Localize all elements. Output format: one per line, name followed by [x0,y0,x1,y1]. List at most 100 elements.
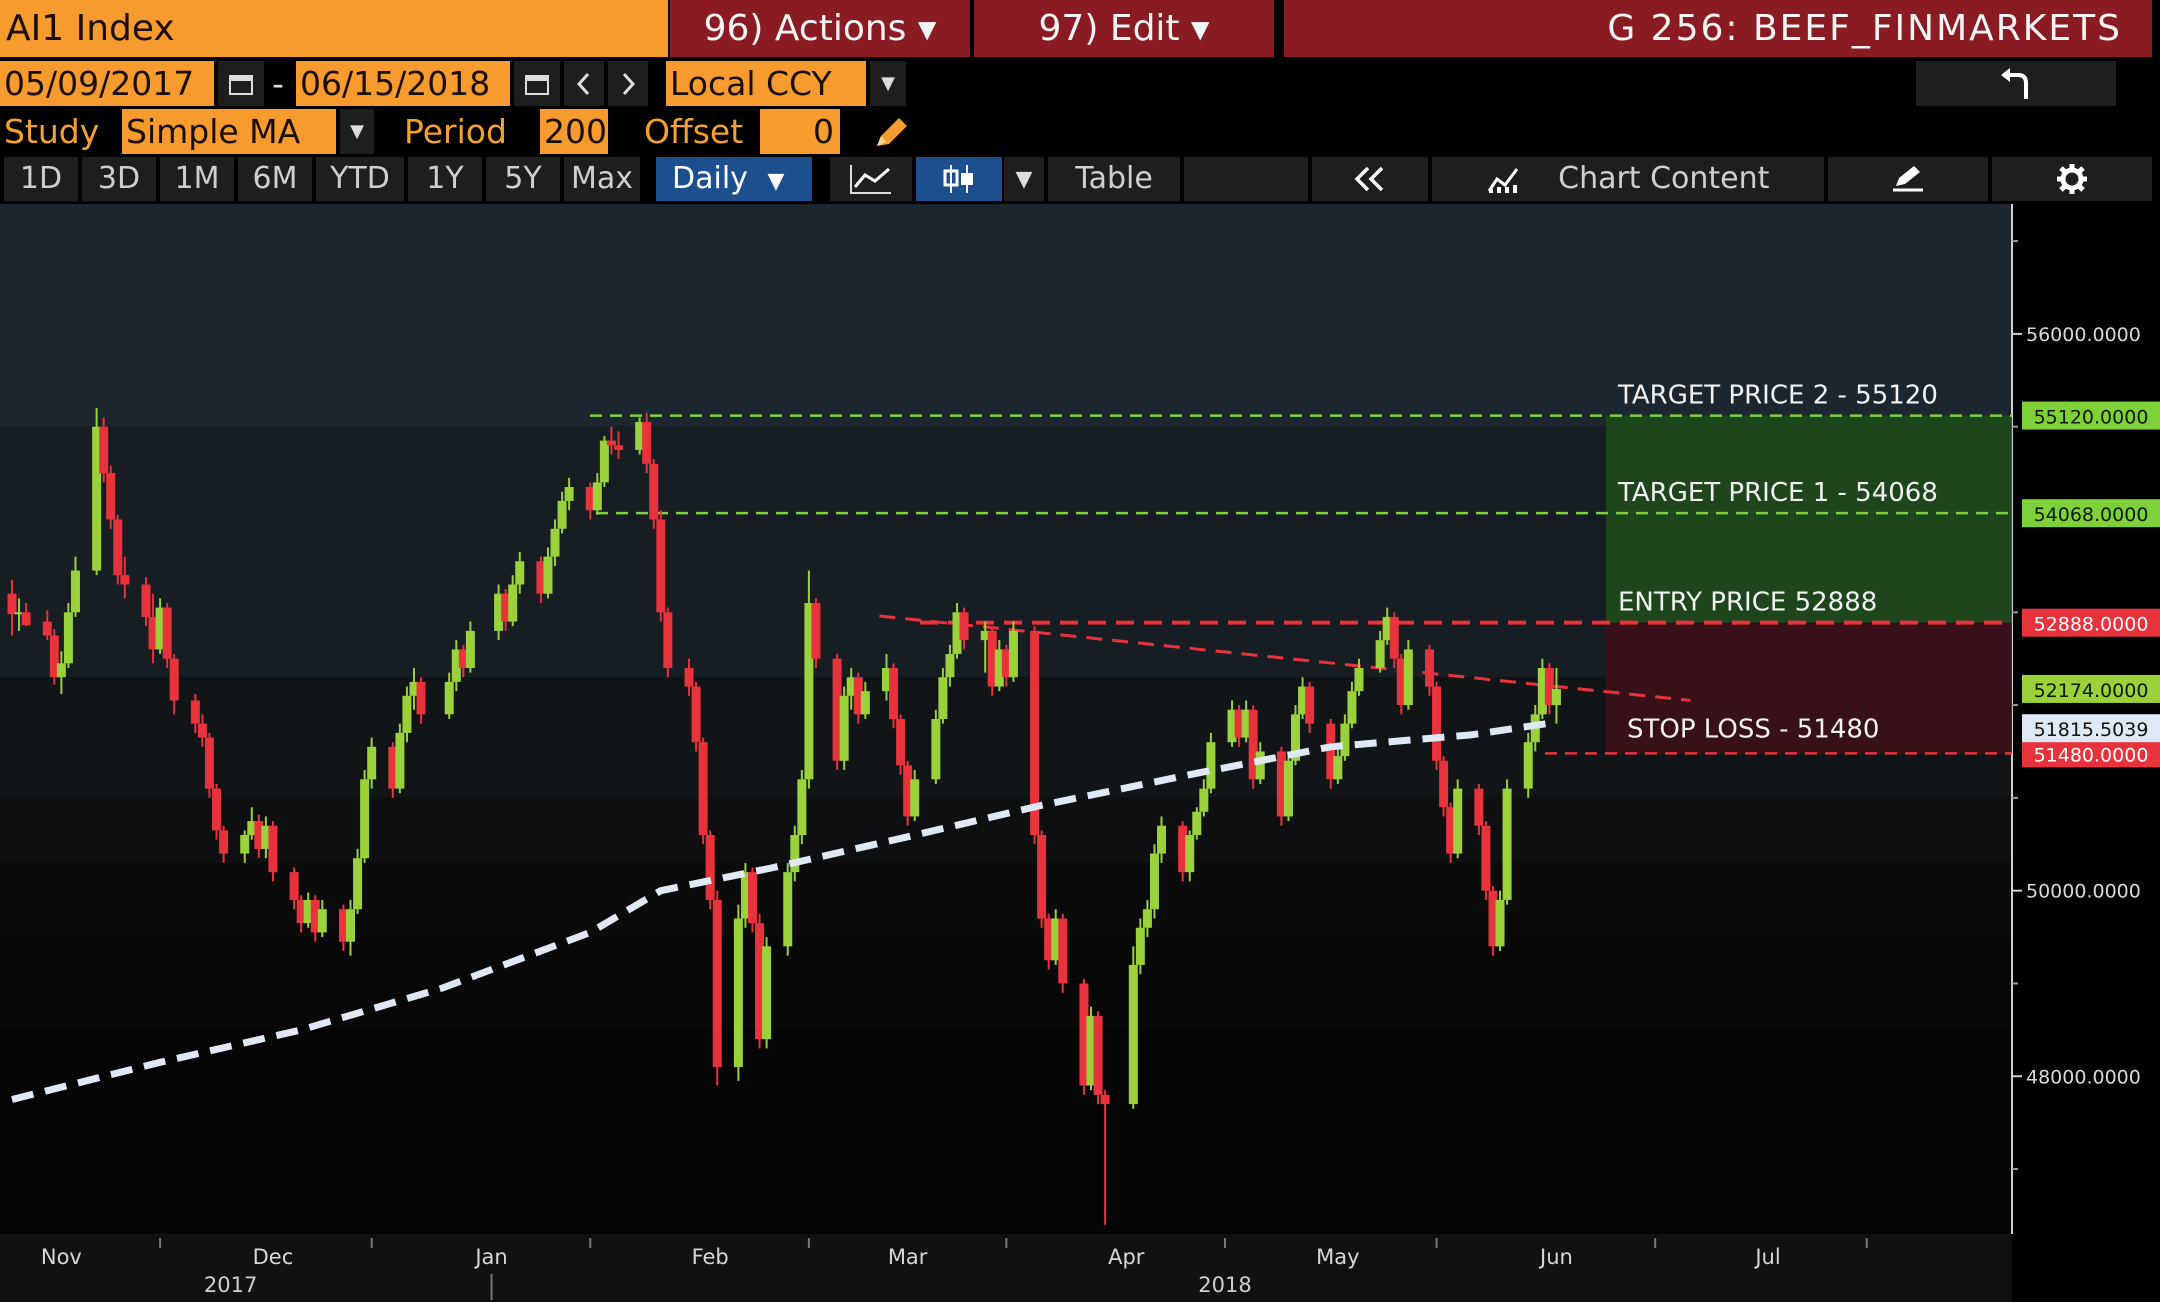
down-candle [1439,760,1449,808]
up-candle [557,500,567,529]
study-select[interactable]: Simple MA [122,109,336,154]
period-tab-1d[interactable]: 1D [4,157,78,201]
period-tab-3d[interactable]: 3D [82,157,156,201]
period-tab-1m[interactable]: 1M [160,157,234,201]
entry-price-tag: 52888.0000 [2034,614,2149,636]
up-candle [1502,788,1512,900]
start-date-field[interactable]: 05/09/2017 [0,61,214,106]
line-chart-icon[interactable] [830,157,912,201]
up-candle [1227,709,1237,743]
candlestick-icon[interactable] [916,157,1002,201]
chevron-left-icon[interactable] [564,61,604,106]
up-candle [56,663,66,678]
down-candle [642,422,652,464]
currency-select[interactable]: Local CCY [666,61,866,106]
down-candle [501,593,511,622]
offset-value: 0 [813,112,834,151]
target-price-tag: 54068.0000 [2034,504,2149,526]
up-candle [92,426,102,571]
down-candle [649,463,659,520]
annotate-icon[interactable] [1828,157,1988,201]
period-input[interactable]: 200 [540,109,608,154]
undo-icon [2001,67,2028,99]
chevron-down-icon[interactable]: ▼ [1004,157,1044,201]
chart-content-label: Chart Content [1558,161,1770,196]
entry-level-label: ENTRY PRICE 52888 [1618,588,1877,618]
up-candle [1192,811,1202,835]
x-year-label: 2018 [1198,1273,1251,1297]
down-candle [1396,658,1406,706]
down-candle [169,658,179,701]
currency-value: Local CCY [670,64,832,103]
up-candle [599,440,609,483]
moving-average-line [11,718,1557,1103]
period-tab-max[interactable]: Max [564,157,640,201]
edit-menu-button[interactable]: 97) Edit ▼ [974,0,1274,57]
down-candle [606,440,616,446]
chevron-right-icon[interactable] [608,61,648,106]
down-candle [1305,686,1315,724]
frequency-value: Daily [672,161,748,196]
period-tab-1y[interactable]: 1Y [408,157,482,201]
up-candle [402,695,412,733]
up-candle [945,654,955,678]
end-date-field[interactable]: 06/15/2018 [296,61,510,106]
down-candle [204,737,214,789]
undo-button[interactable] [1916,61,2116,106]
actions-menu-button[interactable]: 96) Actions ▼ [670,0,970,57]
graph-title: G 256: BEEF_FINMARKETS [1284,0,2152,57]
up-candle [938,677,948,719]
chart-content-button[interactable]: Chart Content [1432,157,1824,201]
gear-icon[interactable] [1992,157,2152,201]
down-candle [1093,1015,1103,1095]
table-button[interactable]: Table [1048,157,1180,201]
down-candle [1446,807,1456,854]
down-candle [698,742,708,835]
frequency-select[interactable]: Daily ▼ [656,157,812,201]
calendar-icon[interactable] [514,61,560,106]
stop-level-label: STOP LOSS - 51480 [1627,714,1879,744]
collapse-left-icon[interactable] [1312,157,1428,201]
down-candle [141,584,151,617]
offset-input[interactable]: 0 [760,109,840,154]
pencil-icon[interactable] [866,109,916,154]
price-chart[interactable]: TARGET PRICE 2 - 55120 55120.0000 TARGET P… [0,204,2160,1302]
study-label-text: Study [4,112,100,151]
down-candle [1389,616,1399,659]
up-candle [1142,909,1152,928]
down-candle [219,830,229,854]
up-candle [1199,788,1209,812]
down-candle [1037,834,1047,919]
security-field[interactable]: AI1 Index [0,0,668,57]
down-candle [1030,630,1040,835]
up-candle [494,593,504,631]
calendar-icon[interactable] [218,61,264,106]
up-candle [1135,927,1145,965]
period-label: Period [400,109,540,154]
up-candle [762,946,772,1040]
up-candle [1333,756,1343,780]
down-candle [1178,825,1188,873]
period-tab-6m[interactable]: 6M [238,157,312,201]
trade-zones [1606,415,2012,754]
up-candle [317,909,327,933]
ma-price-tag: 51815.5039 [2034,719,2149,741]
up-candle [70,570,80,613]
up-candle [790,834,800,873]
down-candle [296,899,306,924]
down-candle [268,825,278,873]
up-candle [346,909,356,942]
up-candle [564,487,574,501]
period-tab-ytd[interactable]: YTD [316,157,404,201]
up-candle [360,779,370,859]
up-candle [1128,964,1138,1105]
down-candle [656,519,666,613]
chevron-down-icon[interactable]: ▼ [340,109,374,154]
resistance-trend-line [879,614,1691,702]
down-candle [1058,918,1068,984]
up-candle [1551,688,1561,706]
chevron-down-icon[interactable]: ▼ [870,61,906,106]
down-candle [458,649,468,668]
down-candle [663,612,673,668]
period-tab-5y[interactable]: 5Y [486,157,560,201]
